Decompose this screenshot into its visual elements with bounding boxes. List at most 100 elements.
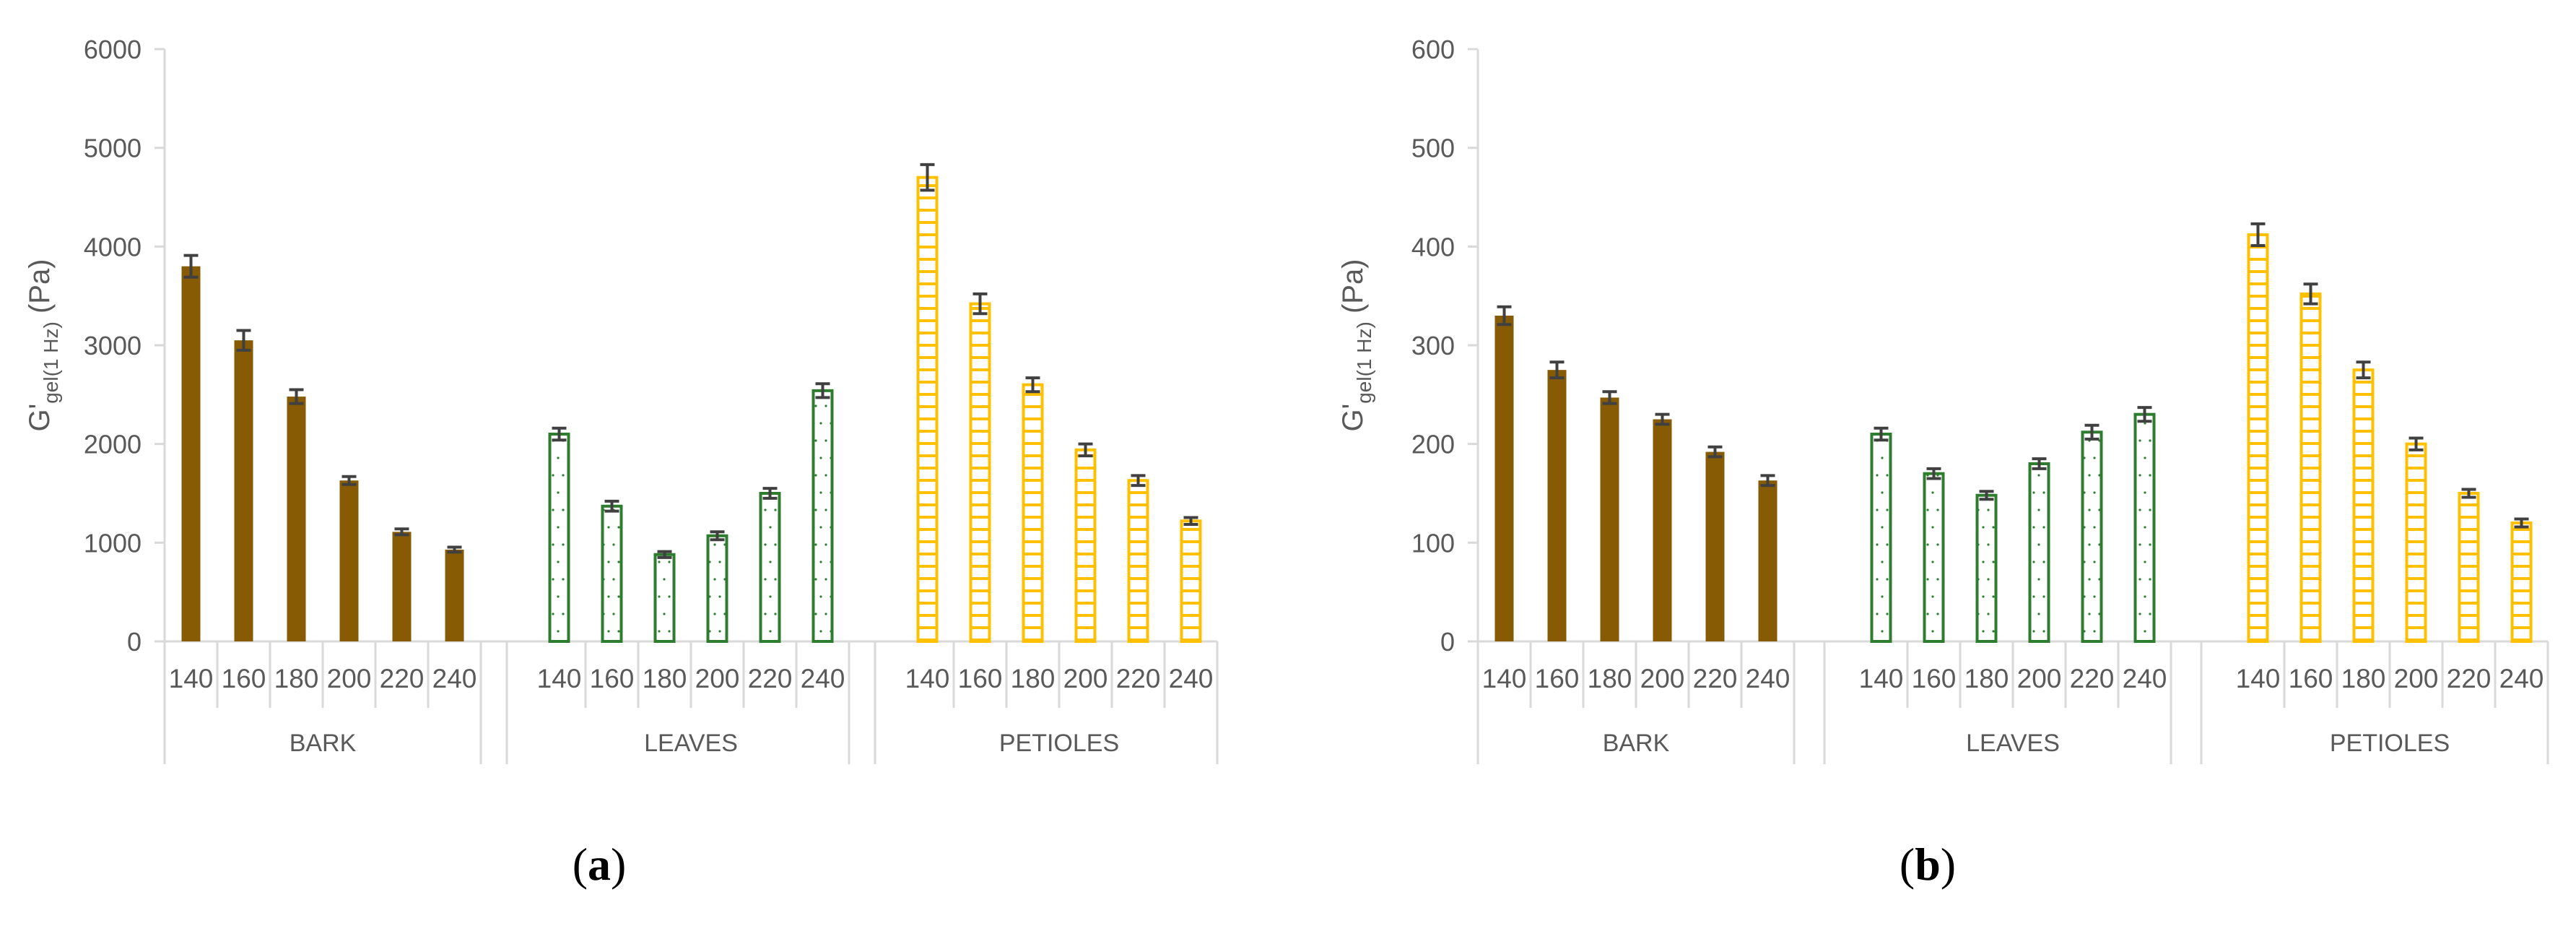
bar-bark-140: [1494, 316, 1514, 641]
y-tick-label: 2000: [84, 430, 142, 459]
category-label: 200: [327, 664, 372, 693]
y-tick-label: 5000: [84, 134, 142, 163]
category-label: 140: [1859, 664, 1904, 693]
category-label: 220: [1116, 664, 1161, 693]
error-bar: [552, 426, 567, 442]
y-tick-label: 0: [127, 627, 142, 657]
category-label: 160: [222, 664, 266, 693]
group-label-bark: BARK: [1603, 730, 1670, 757]
error-bar: [289, 388, 304, 405]
bar-bark-160: [1547, 370, 1567, 641]
error-bar: [1926, 467, 1941, 480]
error-bar: [236, 329, 251, 352]
group-label-leaves: LEAVES: [1966, 730, 2060, 757]
error-bar: [2514, 517, 2529, 529]
category-label: 180: [1588, 664, 1632, 693]
bar-petioles-200: [1074, 448, 1097, 643]
error-bar: [1025, 376, 1040, 394]
bar-leaves-160: [601, 504, 623, 643]
bar-bark-220: [1705, 451, 1725, 641]
category-label: 200: [2394, 664, 2439, 693]
error-bar: [1707, 445, 1723, 459]
error-bar: [2250, 222, 2266, 247]
y-tick-label: 6000: [84, 35, 142, 64]
category-label: 160: [1912, 664, 1957, 693]
group-label-petioles: PETIOLES: [2330, 730, 2450, 757]
bar-leaves-240: [2133, 412, 2156, 644]
error-bar: [1874, 426, 1889, 442]
category-label: 240: [2499, 664, 2544, 693]
error-bar: [710, 530, 725, 542]
caption-b: (b): [1899, 839, 1957, 890]
bar-leaves-200: [706, 534, 728, 643]
category-label: 240: [1746, 664, 1790, 693]
error-bar: [2461, 488, 2476, 499]
category-label: 180: [1964, 664, 2009, 693]
bar-leaves-220: [759, 492, 781, 643]
error-bar: [183, 254, 199, 279]
bar-bark-180: [287, 397, 306, 641]
error-bar: [972, 292, 988, 316]
category-label: 200: [1640, 664, 1685, 693]
y-tick-label: 1000: [84, 528, 142, 558]
error-bar: [1183, 516, 1198, 527]
bar-petioles-180: [2352, 368, 2375, 644]
category-label: 220: [748, 664, 793, 693]
bar-leaves-140: [548, 433, 570, 643]
bar-petioles-220: [2458, 492, 2480, 643]
category-label: 140: [537, 664, 582, 693]
category-label: 180: [2341, 664, 2386, 693]
y-tick-label: 100: [1411, 528, 1455, 558]
category-label: 140: [169, 664, 214, 693]
y-tick-label: 4000: [84, 232, 142, 261]
bar-leaves-240: [811, 389, 834, 643]
category-label: 180: [643, 664, 687, 693]
bar-bark-220: [392, 532, 412, 641]
y-tick-label: 400: [1411, 232, 1455, 261]
error-bar: [604, 499, 619, 513]
category-label: 160: [958, 664, 1003, 693]
category-label: 220: [2070, 664, 2115, 693]
category-label: 200: [1063, 664, 1108, 693]
y-tick-label: 200: [1411, 430, 1455, 459]
bar-bark-160: [234, 340, 253, 641]
y-tick-label: 500: [1411, 134, 1455, 163]
bar-petioles-180: [1022, 383, 1044, 644]
bar-bark-140: [181, 266, 201, 642]
error-bar: [1078, 442, 1093, 458]
category-label: 180: [1011, 664, 1056, 693]
category-label: 160: [2289, 664, 2333, 693]
category-label: 180: [274, 664, 319, 693]
category-label: 140: [2236, 664, 2281, 693]
y-axis-label: G'gel(1 Hz) (Pa): [24, 259, 62, 431]
bar-leaves-180: [1975, 493, 1998, 643]
error-bar: [2303, 282, 2318, 306]
error-bar: [1979, 490, 1994, 501]
category-label: 140: [905, 664, 950, 693]
category-label: 220: [1693, 664, 1738, 693]
error-bar: [447, 545, 462, 554]
group-label-bark: BARK: [290, 730, 357, 757]
error-bar: [1760, 474, 1775, 488]
bar-leaves-220: [2081, 430, 2103, 643]
category-label: 240: [801, 664, 845, 693]
category-label: 200: [695, 664, 740, 693]
caption-a: (a): [572, 839, 627, 890]
bar-petioles-200: [2405, 442, 2427, 644]
error-bar: [341, 475, 357, 486]
bar-petioles-140: [916, 176, 939, 643]
error-bar: [2409, 436, 2424, 451]
chart-panel-b: 0 100 200 300 400 500 600 G'gel(1 Hz) (Pa) BARK 1…: [1314, 0, 2576, 831]
chart-panel-a: 0 1000 2000 3000 4000 5000 6000 G'gel(1 Hz) (Pa…: [0, 0, 1271, 831]
error-bar: [657, 550, 672, 559]
error-bar: [2032, 457, 2047, 470]
y-tick-label: 300: [1411, 331, 1455, 360]
error-bar: [762, 487, 778, 500]
bar-petioles-160: [2299, 292, 2322, 643]
bar-petioles-240: [1180, 519, 1202, 643]
bar-petioles-220: [1127, 479, 1149, 643]
category-label: 160: [1535, 664, 1580, 693]
error-bar: [920, 163, 935, 192]
category-label: 200: [2017, 664, 2062, 693]
category-label: 240: [432, 664, 477, 693]
